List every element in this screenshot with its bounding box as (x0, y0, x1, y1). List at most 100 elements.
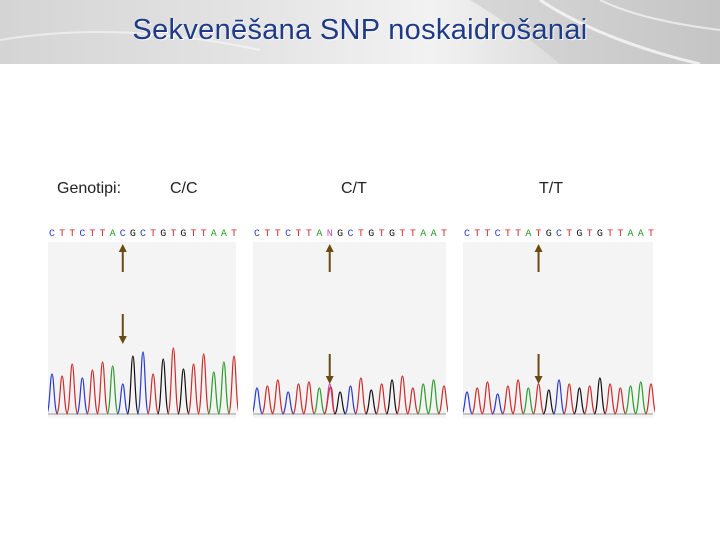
base-call-6: A (110, 229, 116, 240)
trace-peak-2 (271, 379, 285, 415)
base-call-0: C (254, 229, 260, 240)
trace-peak-12 (583, 385, 596, 415)
base-call-17: A (431, 229, 437, 240)
trace-peak-15 (197, 353, 210, 415)
base-call-16: A (211, 229, 217, 240)
base-call-1: T (474, 229, 480, 240)
base-call-8: G (337, 229, 343, 240)
trace-peak-14 (187, 363, 200, 415)
trace-peak-5 (302, 381, 316, 415)
trace-peak-9 (136, 351, 150, 415)
trace-peak-11 (573, 387, 586, 415)
base-call-5: T (515, 229, 521, 240)
genotype-label-ct: C/T (341, 180, 367, 197)
genotype-heading: Genotipi: (57, 180, 122, 197)
snp-down-arrow (118, 314, 127, 344)
base-call-15: T (201, 229, 207, 240)
trace-peak-1 (55, 375, 69, 415)
base-call-15: T (617, 229, 623, 240)
trace-peak-0 (463, 391, 474, 415)
base-call-13: G (180, 229, 186, 240)
genotype-label-cc: C/C (170, 180, 198, 197)
trace-peak-17 (217, 361, 231, 415)
trace-peak-9 (344, 385, 357, 415)
trace-peak-8 (542, 389, 555, 415)
trace-peak-10 (563, 383, 576, 415)
trace-peak-3 (491, 393, 504, 415)
base-call-14: T (399, 229, 405, 240)
trace-peak-4 (292, 383, 305, 415)
trace-peak-18 (644, 383, 655, 415)
trace-peak-4 (86, 369, 99, 415)
snp-down-arrow (325, 354, 334, 384)
base-call-8: G (546, 229, 552, 240)
trace-peak-1 (471, 387, 484, 415)
base-call-17: A (221, 229, 227, 240)
base-call-3: C (285, 229, 291, 240)
trace-peak-14 (603, 383, 617, 415)
trace-peak-6 (106, 365, 119, 415)
base-call-11: G (368, 229, 374, 240)
trace-peak-15 (406, 387, 420, 415)
base-call-0: C (49, 229, 55, 240)
trace-peak-12 (167, 347, 180, 415)
base-call-9: C (347, 229, 353, 240)
trace-peak-11 (157, 358, 170, 415)
base-call-12: T (587, 229, 593, 240)
base-call-6: A (525, 229, 531, 240)
trace-peak-16 (624, 385, 637, 415)
base-call-14: T (191, 229, 197, 240)
trace-peak-17 (634, 381, 647, 415)
base-call-18: T (231, 229, 237, 240)
trace-peak-7 (532, 383, 545, 415)
trace-peak-10 (354, 377, 368, 415)
trace-peak-13 (593, 377, 607, 415)
base-call-2: T (69, 229, 75, 240)
snp-up-arrow (118, 244, 127, 272)
trace-peak-8 (333, 391, 347, 415)
trace-peak-14 (396, 375, 409, 415)
trace-peak-2 (66, 363, 79, 415)
trace-peak-18 (227, 355, 238, 415)
base-call-15: T (410, 229, 416, 240)
trace-peak-7 (116, 383, 129, 415)
trace-peak-secondary (323, 386, 337, 415)
base-call-2: T (484, 229, 490, 240)
base-call-2: T (275, 229, 281, 240)
base-call-4: T (296, 229, 302, 240)
base-call-1: T (59, 229, 65, 240)
base-call-14: T (607, 229, 613, 240)
snp-down-arrow (534, 354, 543, 384)
base-call-10: T (358, 229, 364, 240)
trace-peak-9 (552, 379, 566, 415)
base-call-9: C (140, 229, 146, 240)
base-call-3: C (79, 229, 85, 240)
base-call-4: T (505, 229, 511, 240)
base-call-18: T (648, 229, 654, 240)
snp-up-arrow (534, 244, 543, 272)
header-banner: Sekvenēšana SNP noskaidrošanai (0, 0, 720, 64)
trace-peak-6 (313, 387, 326, 415)
base-call-7: C (120, 229, 126, 240)
base-call-11: G (160, 229, 166, 240)
trace-peak-0 (253, 387, 264, 415)
base-call-6: A (316, 229, 322, 240)
trace-peak-5 (511, 379, 525, 415)
trace-peak-8 (126, 355, 140, 415)
snp-up-arrow (325, 244, 334, 272)
base-call-9: C (556, 229, 562, 240)
base-call-5: T (100, 229, 106, 240)
trace-peak-5 (96, 361, 109, 415)
trace-peak-3 (76, 377, 89, 415)
banner-texture (0, 0, 720, 64)
trace-peak-4 (501, 385, 515, 415)
trace-peak-15 (614, 387, 627, 415)
base-call-0: C (464, 229, 470, 240)
trace-peak-16 (416, 383, 430, 415)
base-call-10: T (150, 229, 156, 240)
